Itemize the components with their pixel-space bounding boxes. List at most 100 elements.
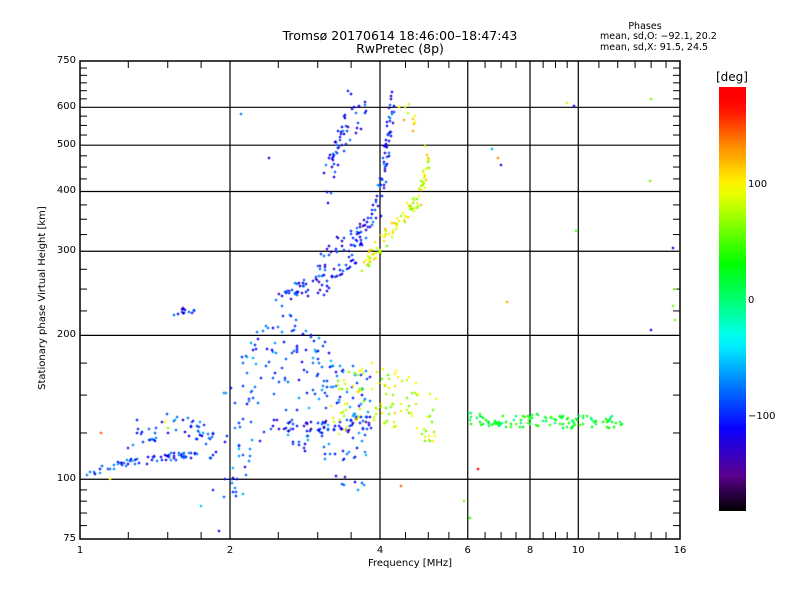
data-point <box>342 132 346 136</box>
data-point <box>198 420 202 424</box>
data-point <box>390 235 394 239</box>
data-point-v <box>606 425 608 429</box>
data-point-v <box>210 456 212 460</box>
data-point-v <box>360 373 362 377</box>
data-point <box>314 350 318 354</box>
x-tick-label: 8 <box>526 545 534 556</box>
data-point-v <box>367 254 369 258</box>
data-point <box>198 433 202 437</box>
data-point-v <box>527 414 529 418</box>
data-point <box>372 257 376 261</box>
data-point <box>165 412 169 416</box>
data-point-v <box>246 355 248 359</box>
data-point-v <box>428 166 430 170</box>
data-point-v <box>175 458 177 462</box>
data-point <box>356 488 360 492</box>
data-point <box>166 426 170 430</box>
data-point <box>244 354 248 358</box>
data-point <box>338 420 342 424</box>
data-point-v <box>366 220 368 224</box>
data-point <box>230 477 234 481</box>
data-point-v <box>463 499 465 503</box>
data-point-v <box>606 418 608 422</box>
data-point <box>374 412 378 416</box>
data-point-v <box>285 426 287 430</box>
data-point <box>258 439 262 443</box>
data-point-v <box>234 401 236 405</box>
data-point-v <box>287 433 289 437</box>
data-point-v <box>562 414 564 418</box>
data-point-v <box>182 307 184 311</box>
data-point-v <box>348 255 350 259</box>
data-point-v <box>545 416 547 420</box>
data-point-v <box>482 416 484 420</box>
data-point-v <box>130 457 132 461</box>
data-point-v <box>361 393 363 397</box>
data-point <box>355 415 359 419</box>
data-point-v <box>522 425 524 429</box>
data-point <box>319 252 323 256</box>
data-point-v <box>347 125 349 129</box>
data-point-v <box>375 412 377 416</box>
data-point <box>173 418 177 422</box>
data-point-v <box>323 379 325 383</box>
data-point-v <box>134 462 136 466</box>
data-point <box>337 424 341 428</box>
data-point <box>327 442 331 446</box>
data-point <box>360 269 364 273</box>
data-point-v <box>323 273 325 277</box>
data-point-v <box>411 414 413 418</box>
data-point <box>403 214 407 218</box>
data-point <box>348 138 352 142</box>
data-point <box>527 418 531 422</box>
data-point <box>315 278 319 282</box>
data-point <box>581 414 585 418</box>
data-point <box>372 415 376 419</box>
data-point-v <box>384 167 386 171</box>
data-point-v <box>416 206 418 210</box>
data-point <box>561 414 565 418</box>
data-point-v <box>166 412 168 416</box>
data-point <box>332 427 336 431</box>
data-point-v <box>140 432 142 436</box>
data-point <box>331 385 335 389</box>
data-point-v <box>352 436 354 440</box>
data-point <box>237 421 241 425</box>
data-point <box>412 198 416 202</box>
data-point <box>357 414 361 418</box>
data-point-v <box>361 481 363 485</box>
data-point-v <box>182 311 184 315</box>
data-point-v <box>333 420 335 424</box>
data-point <box>357 431 361 435</box>
data-point-v <box>339 395 341 399</box>
data-point <box>385 162 389 166</box>
data-point-v <box>342 370 344 374</box>
data-point <box>351 243 355 247</box>
data-point <box>245 355 249 359</box>
data-point <box>325 190 329 194</box>
data-point-v <box>246 371 248 375</box>
data-point-v <box>254 385 256 389</box>
data-point-v <box>391 112 393 116</box>
data-point <box>387 115 391 119</box>
data-point <box>673 318 677 322</box>
data-point <box>328 365 332 369</box>
data-point <box>305 422 309 426</box>
data-point-v <box>393 221 395 225</box>
data-point <box>337 145 341 149</box>
colorbar <box>719 87 746 511</box>
data-point <box>605 420 609 424</box>
data-point <box>302 446 306 450</box>
data-point <box>351 396 355 400</box>
data-point-v <box>412 201 414 205</box>
data-point <box>330 157 334 161</box>
data-point <box>340 272 344 276</box>
data-point <box>331 155 335 159</box>
data-point-v <box>343 483 345 487</box>
data-point <box>159 455 163 459</box>
data-point-v <box>609 417 611 421</box>
data-point <box>385 124 389 128</box>
y-tick-label: 200 <box>56 329 76 341</box>
data-point-v <box>535 423 537 427</box>
data-point-v <box>330 385 332 389</box>
